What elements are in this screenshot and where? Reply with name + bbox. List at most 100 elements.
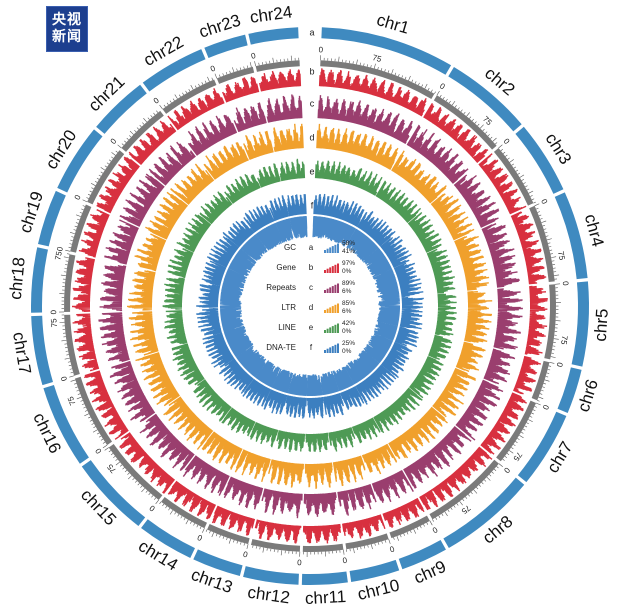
track-GC-chr12 — [287, 373, 308, 396]
scale-tick — [429, 520, 433, 526]
scale-tick — [86, 197, 89, 199]
scale-tick — [77, 218, 80, 221]
scale-tick — [159, 501, 162, 504]
legend-name-f: DNA-TE — [266, 343, 296, 352]
ideogram-chr11 — [301, 571, 348, 585]
scale-tick — [166, 102, 169, 105]
scale-tick — [79, 212, 83, 214]
scale-tick-label: 75 — [49, 318, 59, 328]
scale-tick — [404, 76, 407, 80]
legend-min-c: 6% — [342, 288, 352, 295]
scale-tick — [214, 73, 218, 79]
ideogram-chr19 — [37, 190, 66, 247]
scale-arc-chr4 — [529, 205, 555, 282]
scale-tick — [185, 90, 188, 94]
scale-tick — [411, 79, 414, 83]
track-Repeats — [98, 94, 523, 519]
scale-tick — [134, 480, 138, 483]
scale-tick — [479, 124, 484, 129]
track-Gene-chr6 — [513, 355, 541, 395]
scale-tick — [442, 96, 445, 100]
track-Gene-chr16 — [83, 370, 129, 440]
scale-tick — [209, 530, 211, 534]
legend-letter-f: f — [310, 343, 313, 352]
cctv-news-logo: 央视 新闻 — [46, 6, 88, 52]
track-GC-chr5 — [376, 297, 401, 327]
scale-tick — [102, 441, 106, 444]
scale-tick — [243, 66, 245, 70]
scale-tick — [459, 501, 463, 506]
track-DNA-TE-chr3 — [380, 235, 412, 269]
scale-tick — [178, 94, 181, 97]
scale-tick — [544, 231, 548, 234]
scale-tick — [108, 450, 112, 453]
scale-tick — [199, 526, 202, 529]
scale-tick — [73, 229, 77, 231]
scale-tick — [434, 91, 436, 94]
scale-tick — [137, 483, 140, 486]
scale-tick — [533, 201, 536, 204]
scale-tick — [414, 81, 417, 84]
ideogram-chr21 — [96, 84, 147, 134]
ideogram-chr23 — [204, 34, 248, 58]
track-LTR-chr5 — [464, 291, 493, 343]
scale-tick — [424, 83, 428, 89]
scale-tick — [193, 523, 195, 526]
ideogram-chr9 — [398, 540, 446, 570]
scale-tick — [61, 339, 67, 342]
ideogram-chr16 — [43, 385, 89, 464]
scale-tick — [502, 458, 505, 461]
legend-swatch-bar — [334, 244, 337, 253]
track-DNA-TE-chr24 — [287, 194, 307, 217]
scale-tick — [396, 536, 399, 541]
legend-name-d: LTR — [281, 303, 296, 312]
track-Repeats-chr24 — [266, 94, 303, 123]
ideogram-chr10 — [349, 559, 400, 582]
scale-tick — [168, 508, 171, 511]
scale-tick — [205, 529, 208, 532]
scale-tick — [169, 510, 174, 515]
scale-tick — [68, 364, 72, 367]
legend-swatch-bar — [331, 246, 334, 253]
track-LTR-chr14 — [201, 431, 243, 470]
scale-tick — [427, 87, 430, 91]
track-Gene-chr24 — [259, 69, 302, 92]
track-letter-a: a — [309, 27, 314, 37]
legend-swatch-bar — [329, 307, 332, 313]
scale-tick — [548, 365, 552, 367]
legend-swatch-bar — [324, 270, 326, 273]
track-Repeats-chr8 — [403, 426, 472, 489]
scale-tick — [70, 239, 73, 242]
scale-tick — [219, 74, 221, 78]
ideogram-chr6 — [557, 367, 582, 413]
track-GC-chr13 — [271, 368, 294, 394]
track-LINE-chr1 — [314, 160, 383, 196]
track-Gene-chr15 — [119, 432, 176, 494]
scale-tick — [490, 136, 493, 139]
legend-swatch-a — [324, 243, 339, 253]
scale-tick — [142, 122, 145, 125]
track-DNA-TE-chr9 — [339, 386, 365, 410]
legend: GC a 58%41%Gene b 97%0%Repeats c 89%6%LTR d 85%6… — [266, 240, 355, 355]
track-LTR-chr13 — [234, 449, 271, 482]
scale-tick — [483, 479, 487, 482]
track-DNA-TE-chr12 — [285, 395, 307, 419]
ideogram-chr7 — [517, 411, 567, 483]
track-DNA-TE-chr6 — [394, 326, 419, 348]
scale-tick — [259, 546, 261, 550]
scale-tick-label: 0 — [539, 198, 549, 206]
scale-tick — [504, 455, 508, 458]
scale-tick — [401, 75, 403, 78]
scale-tick — [370, 544, 373, 550]
scale-tick — [110, 453, 114, 456]
scale-arc-chr6 — [531, 360, 550, 401]
scale-tick-label: 0 — [242, 549, 249, 559]
scale-tick — [100, 167, 106, 171]
track-Gene-chr19 — [78, 209, 110, 258]
scale-tick — [436, 90, 440, 96]
legend-swatch-bar — [337, 283, 339, 293]
track-DNA-TE-chr15 — [218, 358, 254, 394]
scale-tick — [194, 85, 197, 88]
scale-tick — [121, 143, 124, 146]
scale-tick — [526, 188, 530, 191]
